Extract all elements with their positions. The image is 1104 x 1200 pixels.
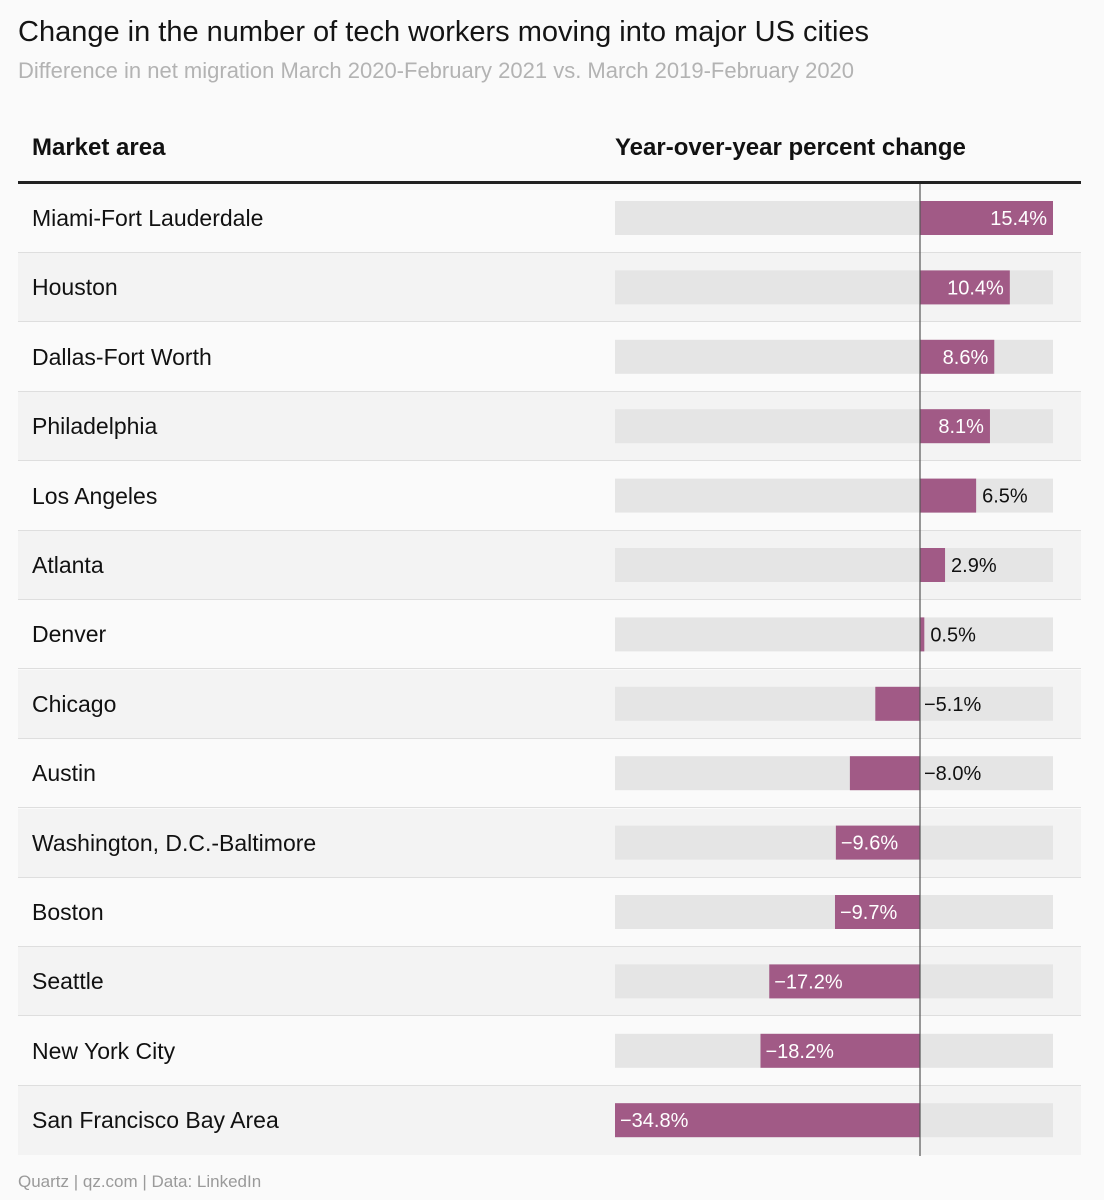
bar (920, 339, 995, 374)
table-row: Dallas-Fort Worth (18, 323, 1081, 392)
bar-value-label: −17.2% (774, 971, 843, 993)
bar-track (615, 825, 1053, 860)
bar-value-label: 6.5% (982, 486, 1028, 508)
bar-track (615, 895, 1053, 929)
row-label: Philadelphia (32, 413, 158, 440)
table-row: Austin (18, 739, 1081, 809)
bar-value-label: −34.8% (620, 1110, 689, 1132)
bar-value-label: 15.4% (990, 208, 1047, 230)
bar-value-label: −18.2% (765, 1041, 834, 1063)
row-label: Atlanta (32, 552, 104, 578)
bar (920, 409, 990, 444)
table-row: Chicago (18, 669, 1081, 739)
table-row: Los Angeles (18, 462, 1081, 531)
bar-value-label: −9.7% (840, 902, 897, 924)
bar (875, 686, 920, 721)
row-label: San Francisco Bay Area (32, 1107, 279, 1134)
bar-value-label: 2.9% (951, 555, 997, 577)
bar-track (615, 686, 1053, 721)
bar (834, 895, 920, 929)
bar (920, 548, 946, 582)
chart-title: Change in the number of tech workers mov… (18, 16, 870, 48)
bar-track (615, 617, 1053, 652)
bar-track (615, 756, 1053, 791)
bar (920, 270, 1010, 305)
bar-track (615, 548, 1053, 582)
bar-value-label: −5.1% (924, 694, 981, 716)
source-footer: Quartz | qz.com | Data: LinkedIn (18, 1172, 262, 1191)
header-rule (18, 181, 1081, 184)
chart-subtitle: Difference in net migration March 2020-F… (18, 58, 855, 83)
table-row: New York City (18, 1017, 1081, 1086)
table-row: Boston (18, 878, 1081, 947)
bar (615, 1103, 920, 1138)
bar-chart: 15.4% 10.4% 8.6% 8.1% 6.5% 2.9% 0.5% −5.1% −8.0%… (615, 184, 1053, 1156)
row-label: Houston (32, 274, 118, 301)
row-label: Austin (32, 760, 96, 787)
bar (769, 964, 920, 999)
row-label: Washington, D.C.-Baltimore (32, 829, 317, 856)
row-label: Denver (32, 621, 107, 648)
column-header-percent-change: Year-over-year percent change (615, 134, 966, 161)
bar-track (615, 478, 1053, 513)
bar-value-label: 0.5% (930, 624, 976, 646)
row-label: Chicago (32, 690, 117, 717)
bar (920, 617, 925, 652)
bar (835, 825, 920, 860)
bar-value-label: 8.6% (943, 347, 989, 369)
row-label: Seattle (32, 968, 104, 995)
bar (849, 756, 920, 791)
bar (920, 478, 977, 513)
bar-value-label: 10.4% (947, 277, 1004, 299)
row-label: Dallas-Fort Worth (32, 343, 212, 370)
row-label: Boston (32, 899, 104, 925)
table-row: Miami-Fort Lauderdale (18, 184, 1081, 253)
bar-value-label: 8.1% (938, 416, 984, 438)
bar (760, 1033, 920, 1068)
row-label: New York City (32, 1037, 176, 1064)
row-label: Los Angeles (32, 482, 158, 509)
row-label: Miami-Fort Lauderdale (32, 205, 264, 231)
chart-table: Miami-Fort Lauderdale Houston Dallas-Fort … (18, 184, 1081, 1156)
bar-value-label: −9.6% (841, 833, 898, 855)
column-header-market-area: Market area (32, 134, 166, 161)
table-row: Denver (18, 600, 1081, 670)
bar (920, 201, 1053, 235)
bar-value-label: −8.0% (924, 763, 981, 785)
